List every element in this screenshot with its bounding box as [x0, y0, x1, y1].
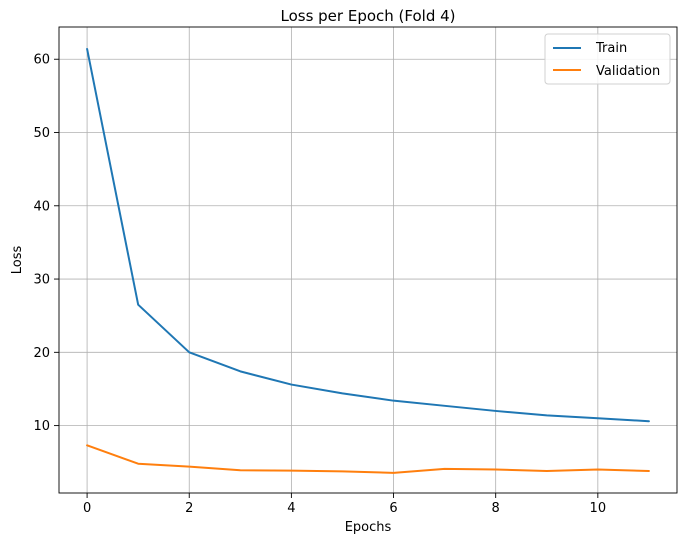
grid-lines	[59, 27, 677, 493]
x-tick-label: 0	[83, 501, 91, 516]
legend: Train Validation	[544, 33, 671, 85]
legend-label-train: Train	[595, 41, 627, 56]
series-lines	[86, 47, 650, 474]
y-axis-label: Loss	[10, 246, 25, 275]
y-tick-label: 30	[33, 273, 50, 288]
x-tick-label: 8	[492, 501, 500, 516]
plot-frame	[58, 26, 678, 494]
y-tick-label: 20	[33, 346, 50, 361]
x-tick-label: 4	[287, 501, 295, 516]
series-line-train	[86, 47, 650, 423]
y-tick-label: 10	[33, 419, 50, 434]
x-tick-label: 6	[389, 501, 397, 516]
x-tick-label: 10	[590, 501, 607, 516]
series-line-validation	[86, 444, 650, 474]
axis-ticks: 0 2 4 6 8 10 10 20 30 40 50 60	[33, 53, 606, 516]
x-axis-label: Epochs	[345, 520, 392, 535]
y-tick-label: 60	[33, 53, 50, 68]
x-tick-label: 2	[185, 501, 193, 516]
y-tick-label: 50	[33, 126, 50, 141]
y-tick-label: 40	[33, 199, 50, 214]
legend-label-validation: Validation	[596, 64, 660, 79]
chart-title: Loss per Epoch (Fold 4)	[280, 7, 455, 25]
legend-box	[544, 33, 671, 85]
